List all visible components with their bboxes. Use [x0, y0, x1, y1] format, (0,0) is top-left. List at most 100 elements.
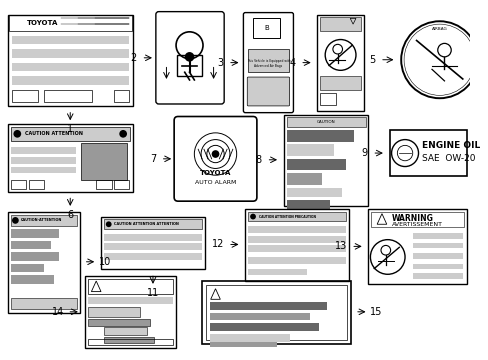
Bar — [286, 130, 353, 141]
Bar — [370, 212, 463, 227]
Bar — [286, 117, 365, 127]
Bar — [209, 342, 276, 347]
Bar — [12, 76, 129, 85]
Bar — [245, 209, 348, 281]
Text: B: B — [264, 25, 268, 31]
Bar — [412, 253, 462, 259]
Bar — [87, 319, 150, 326]
Bar — [113, 90, 129, 102]
Text: Advanced Air Bags: Advanced Air Bags — [254, 64, 282, 68]
FancyBboxPatch shape — [247, 77, 289, 106]
Bar — [248, 269, 306, 275]
Text: AIRBAG: AIRBAG — [431, 27, 447, 31]
Text: 1: 1 — [67, 124, 73, 134]
Text: 7: 7 — [149, 154, 156, 164]
Text: 13: 13 — [335, 242, 347, 251]
Text: TOYOTA: TOYOTA — [27, 20, 58, 26]
Bar — [9, 15, 132, 31]
Bar — [8, 212, 80, 313]
Bar — [11, 275, 54, 284]
Text: AUTO ALARM: AUTO ALARM — [194, 180, 236, 185]
Bar — [317, 14, 363, 111]
Text: ENGINE OIL: ENGINE OIL — [422, 141, 480, 150]
Bar — [177, 55, 202, 76]
Bar — [29, 180, 44, 189]
Bar — [103, 337, 154, 343]
Circle shape — [119, 130, 127, 138]
Bar — [320, 17, 360, 31]
Bar — [87, 279, 173, 294]
Bar — [286, 188, 341, 197]
Text: CAUTION ATTENTION PRECAUTION: CAUTION ATTENTION PRECAUTION — [258, 215, 315, 219]
Bar — [286, 173, 322, 185]
Bar — [248, 212, 346, 221]
Bar — [11, 127, 130, 140]
Bar — [12, 36, 129, 44]
Bar — [103, 234, 202, 240]
Bar — [11, 298, 77, 309]
Text: 10: 10 — [99, 257, 111, 267]
Bar — [368, 209, 466, 284]
Bar — [286, 200, 329, 210]
Bar — [96, 180, 111, 189]
Bar — [87, 339, 173, 346]
Bar — [11, 252, 59, 261]
Bar — [248, 226, 346, 233]
Bar — [412, 273, 462, 279]
Text: TOYOTA: TOYOTA — [200, 170, 231, 176]
Bar — [11, 264, 44, 273]
Bar — [248, 49, 288, 72]
Bar — [205, 285, 346, 340]
Bar — [11, 147, 76, 154]
Text: AVERTISSEMENT: AVERTISSEMENT — [391, 222, 442, 227]
Bar — [412, 243, 462, 248]
Circle shape — [14, 130, 21, 138]
Bar — [8, 14, 133, 106]
Bar — [209, 302, 327, 310]
Circle shape — [184, 52, 194, 62]
Text: SAE  OW-20: SAE OW-20 — [422, 154, 475, 163]
Bar — [84, 276, 176, 348]
Text: 4: 4 — [289, 58, 295, 68]
Text: 12: 12 — [212, 239, 224, 249]
Bar — [412, 233, 462, 239]
Bar — [209, 334, 289, 342]
Bar — [103, 220, 202, 229]
Text: 8: 8 — [255, 155, 262, 165]
Text: 2: 2 — [130, 53, 137, 63]
Bar — [248, 257, 346, 264]
Text: CAUTION ATTENTION: CAUTION ATTENTION — [25, 131, 83, 136]
Bar — [209, 323, 319, 331]
Text: 15: 15 — [369, 307, 382, 317]
Bar — [81, 143, 127, 180]
Bar — [113, 180, 129, 189]
Bar — [103, 253, 202, 260]
Text: WARNING: WARNING — [391, 214, 432, 223]
Text: CAUTION·ATTENTION: CAUTION·ATTENTION — [21, 219, 62, 222]
Bar — [12, 49, 129, 58]
Bar — [11, 240, 51, 249]
Bar — [252, 18, 280, 37]
Text: CAUTION ATTENTION ATTENTION: CAUTION ATTENTION ATTENTION — [114, 222, 179, 226]
Bar — [8, 124, 133, 192]
Circle shape — [12, 217, 19, 224]
Bar — [11, 180, 26, 189]
Circle shape — [250, 214, 255, 220]
Bar — [87, 307, 140, 316]
Bar — [103, 243, 202, 250]
Bar — [248, 246, 346, 252]
Bar — [202, 281, 350, 343]
Bar — [11, 167, 76, 173]
Bar — [389, 130, 466, 176]
Bar — [44, 90, 92, 102]
Text: 6: 6 — [67, 210, 73, 220]
Bar — [101, 217, 204, 270]
Text: CAUTION: CAUTION — [316, 120, 335, 124]
Bar — [320, 93, 335, 105]
Circle shape — [211, 150, 219, 158]
Bar — [283, 114, 368, 206]
Text: 5: 5 — [368, 55, 375, 65]
Bar — [209, 313, 309, 320]
Bar — [248, 236, 346, 243]
Bar — [11, 215, 77, 226]
